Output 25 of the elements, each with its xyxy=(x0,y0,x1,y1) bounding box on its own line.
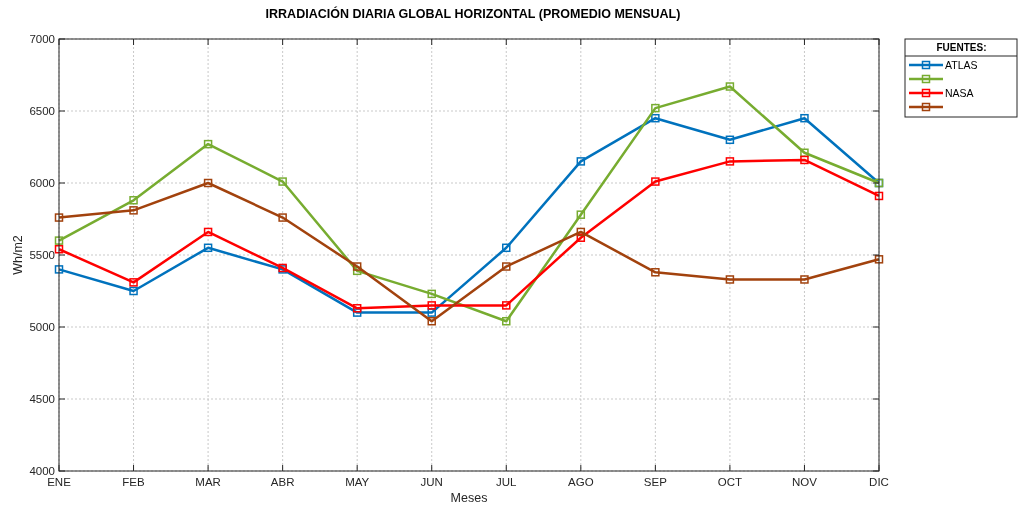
legend-label: NASA xyxy=(945,87,974,99)
x-tick-label: FEB xyxy=(122,476,146,488)
x-tick-label: JUL xyxy=(496,476,518,488)
chart-title: IRRADIACIÓN DIARIA GLOBAL HORIZONTAL (PROMEDIO MENSUAL) xyxy=(265,6,681,21)
x-tick-label: SEP xyxy=(643,476,668,488)
y-tick-label: 7000 xyxy=(29,33,55,45)
x-tick-label: OCT xyxy=(717,476,743,488)
y-tick-label: 5500 xyxy=(29,249,55,261)
y-tick-label: 6500 xyxy=(29,105,55,117)
x-tick-label: JUN xyxy=(420,476,443,488)
x-tick-label: ABR xyxy=(270,476,295,488)
legend-title: FUENTES: xyxy=(936,42,987,53)
y-tick-label: 4500 xyxy=(29,393,55,405)
y-tick-label: 5000 xyxy=(29,321,55,333)
x-tick-label: DIC xyxy=(869,476,889,488)
legend-label: ATLAS xyxy=(945,59,978,71)
y-tick-label: 4000 xyxy=(29,465,55,477)
x-tick-label: MAY xyxy=(345,476,370,488)
x-tick-label: NOV xyxy=(791,476,818,488)
x-axis-title: Meses xyxy=(450,491,488,505)
x-tick-label: MAR xyxy=(195,476,221,488)
y-axis-title: Wh/m2 xyxy=(11,235,25,275)
y-tick-label: 6000 xyxy=(29,177,55,189)
x-tick-label: AGO xyxy=(568,476,594,488)
x-tick-label: ENE xyxy=(47,476,72,488)
